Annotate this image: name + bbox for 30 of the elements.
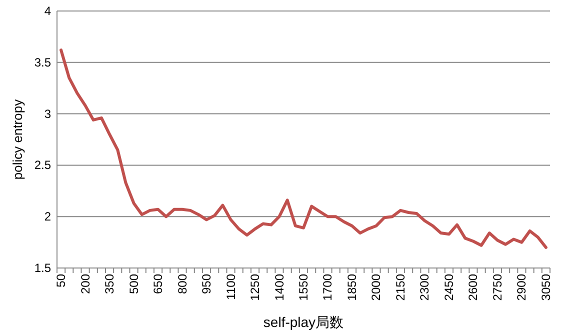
y-tick-label: 3.5 bbox=[34, 55, 52, 70]
x-tick-label: 2000 bbox=[369, 274, 384, 301]
x-tick-label: 2900 bbox=[514, 274, 529, 301]
x-tick-label: 2300 bbox=[418, 274, 432, 301]
x-tick-label: 2600 bbox=[466, 274, 480, 301]
x-tick-label: 2450 bbox=[442, 274, 456, 301]
y-tick-label: 2.5 bbox=[34, 158, 52, 172]
x-tick-label: 3050 bbox=[538, 274, 553, 301]
x-tick-label: 1400 bbox=[272, 274, 286, 301]
y-tick-label: 2 bbox=[44, 210, 52, 224]
x-tick-label: 350 bbox=[102, 274, 117, 294]
x-tick-label: 1850 bbox=[344, 274, 359, 301]
line-series bbox=[60, 48, 548, 249]
x-tick-label: 500 bbox=[126, 274, 141, 294]
x-axis-title: self-play局数 bbox=[263, 314, 344, 330]
x-tick-label: 800 bbox=[175, 274, 190, 294]
x-tick-label: 650 bbox=[151, 274, 166, 294]
x-tick-label: 2750 bbox=[490, 274, 504, 301]
x-tick-label: 1550 bbox=[296, 274, 310, 301]
x-tick-label: 1100 bbox=[224, 274, 238, 300]
y-tick-label: 4 bbox=[44, 4, 52, 18]
x-tick-label: 200 bbox=[78, 274, 92, 294]
y-tick-label: 1.5 bbox=[34, 261, 52, 275]
x-tick-label: 950 bbox=[200, 274, 214, 294]
x-tick-label: 50 bbox=[54, 274, 68, 288]
x-tick-label: 2150 bbox=[393, 274, 408, 301]
y-tick-label: 3 bbox=[44, 106, 52, 121]
x-tick-label: 1700 bbox=[320, 274, 335, 301]
y-axis-title: policy entropy bbox=[10, 98, 25, 180]
x-tick-label: 1250 bbox=[248, 274, 262, 301]
